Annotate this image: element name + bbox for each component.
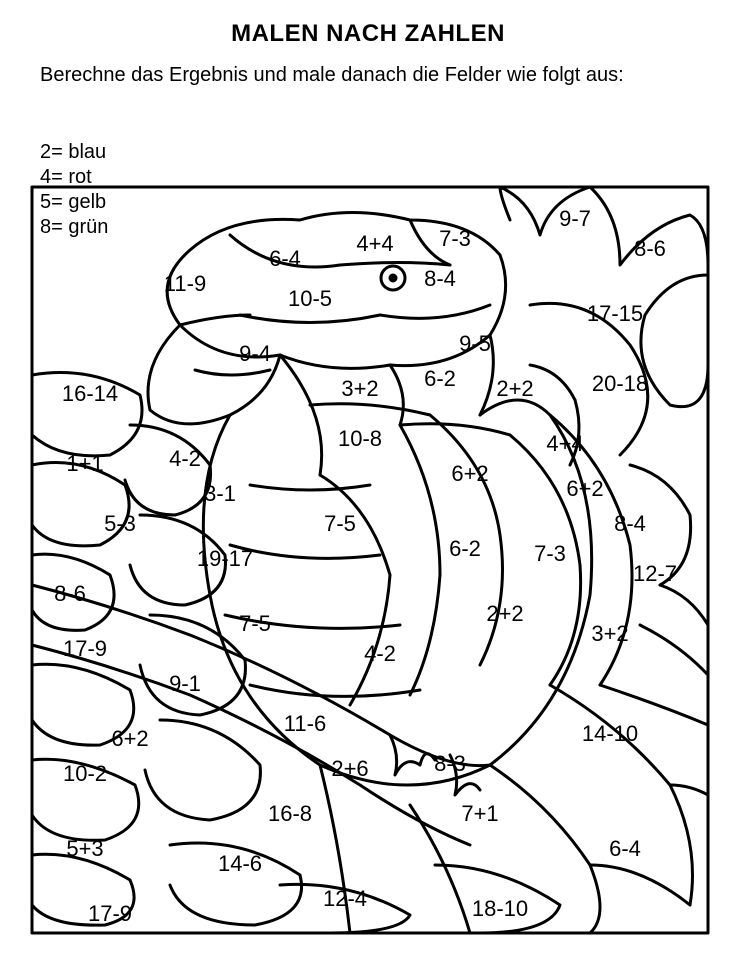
legend-item: 2= blau (40, 140, 108, 165)
math-expression: 6-4 (269, 246, 301, 271)
math-expression: 10-8 (338, 426, 382, 451)
math-expression: 3+2 (591, 621, 628, 646)
line-art-drawing: 6-4 4+4 7-3 9-7 8-6 11-9 10-5 8-4 17-15 9-4 9-5 20-… (30, 165, 710, 935)
expression-labels: 6-4 4+4 7-3 9-7 8-6 11-9 10-5 8-4 17-15 9-4 9-5 20-… (54, 206, 677, 926)
math-expression: 5-3 (104, 511, 136, 536)
math-expression: 16-8 (268, 801, 312, 826)
math-expression: 7-3 (534, 541, 566, 566)
math-expression: 8-4 (424, 266, 456, 291)
math-expression: 17-9 (88, 901, 132, 926)
math-expression: 8-6 (634, 236, 666, 261)
math-expression: 2+2 (486, 601, 523, 626)
math-expression: 8-6 (54, 581, 86, 606)
math-expression: 2+6 (331, 756, 368, 781)
math-expression: 19-17 (197, 546, 253, 571)
worksheet-page: MALEN NACH ZAHLEN Berechne das Ergebnis … (0, 0, 736, 957)
math-expression: 14-10 (582, 721, 638, 746)
math-expression: 9-4 (239, 341, 271, 366)
math-expression: 8-4 (614, 511, 646, 536)
math-expression: 5+3 (66, 836, 103, 861)
math-expression: 2+2 (496, 376, 533, 401)
math-expression: 3+2 (341, 376, 378, 401)
math-expression: 1+1 (66, 451, 103, 476)
instructions-text: Berechne das Ergebnis und male danach di… (40, 62, 696, 88)
math-expression: 18-10 (472, 896, 528, 921)
math-expression: 10-5 (288, 286, 332, 311)
math-expression: 9-1 (169, 671, 201, 696)
math-expression: 6-4 (609, 836, 641, 861)
math-expression: 6+2 (451, 461, 488, 486)
math-expression: 14-6 (218, 851, 262, 876)
math-expression: 7-3 (439, 226, 471, 251)
math-expression: 4+4 (356, 231, 393, 256)
math-expression: 12-7 (633, 561, 677, 586)
math-expression: 17-9 (63, 636, 107, 661)
math-expression: 7-5 (239, 611, 271, 636)
math-expression: 11-6 (284, 711, 326, 736)
math-expression: 6-2 (449, 536, 481, 561)
eye-pupil (390, 275, 396, 281)
math-expression: 9-7 (559, 206, 591, 231)
math-expression: 12-4 (323, 886, 367, 911)
math-expression: 6-2 (424, 366, 456, 391)
math-expression: 4-2 (364, 641, 396, 666)
math-expression: 9-5 (459, 331, 491, 356)
math-expression: 17-15 (587, 301, 643, 326)
math-expression: 7-5 (324, 511, 356, 536)
math-expression: 6+2 (566, 476, 603, 501)
math-expression: 4-2 (169, 446, 201, 471)
math-expression: 7+1 (461, 801, 498, 826)
math-expression: 20-18 (592, 371, 648, 396)
math-expression: 8-3 (434, 751, 466, 776)
math-expression: 4+4 (546, 431, 583, 456)
math-expression: 11-9 (164, 271, 206, 296)
page-title: MALEN NACH ZAHLEN (0, 20, 736, 48)
math-expression: 10-2 (63, 761, 107, 786)
math-expression: 3-1 (204, 481, 236, 506)
math-expression: 6+2 (111, 726, 148, 751)
math-expression: 16-14 (62, 381, 118, 406)
